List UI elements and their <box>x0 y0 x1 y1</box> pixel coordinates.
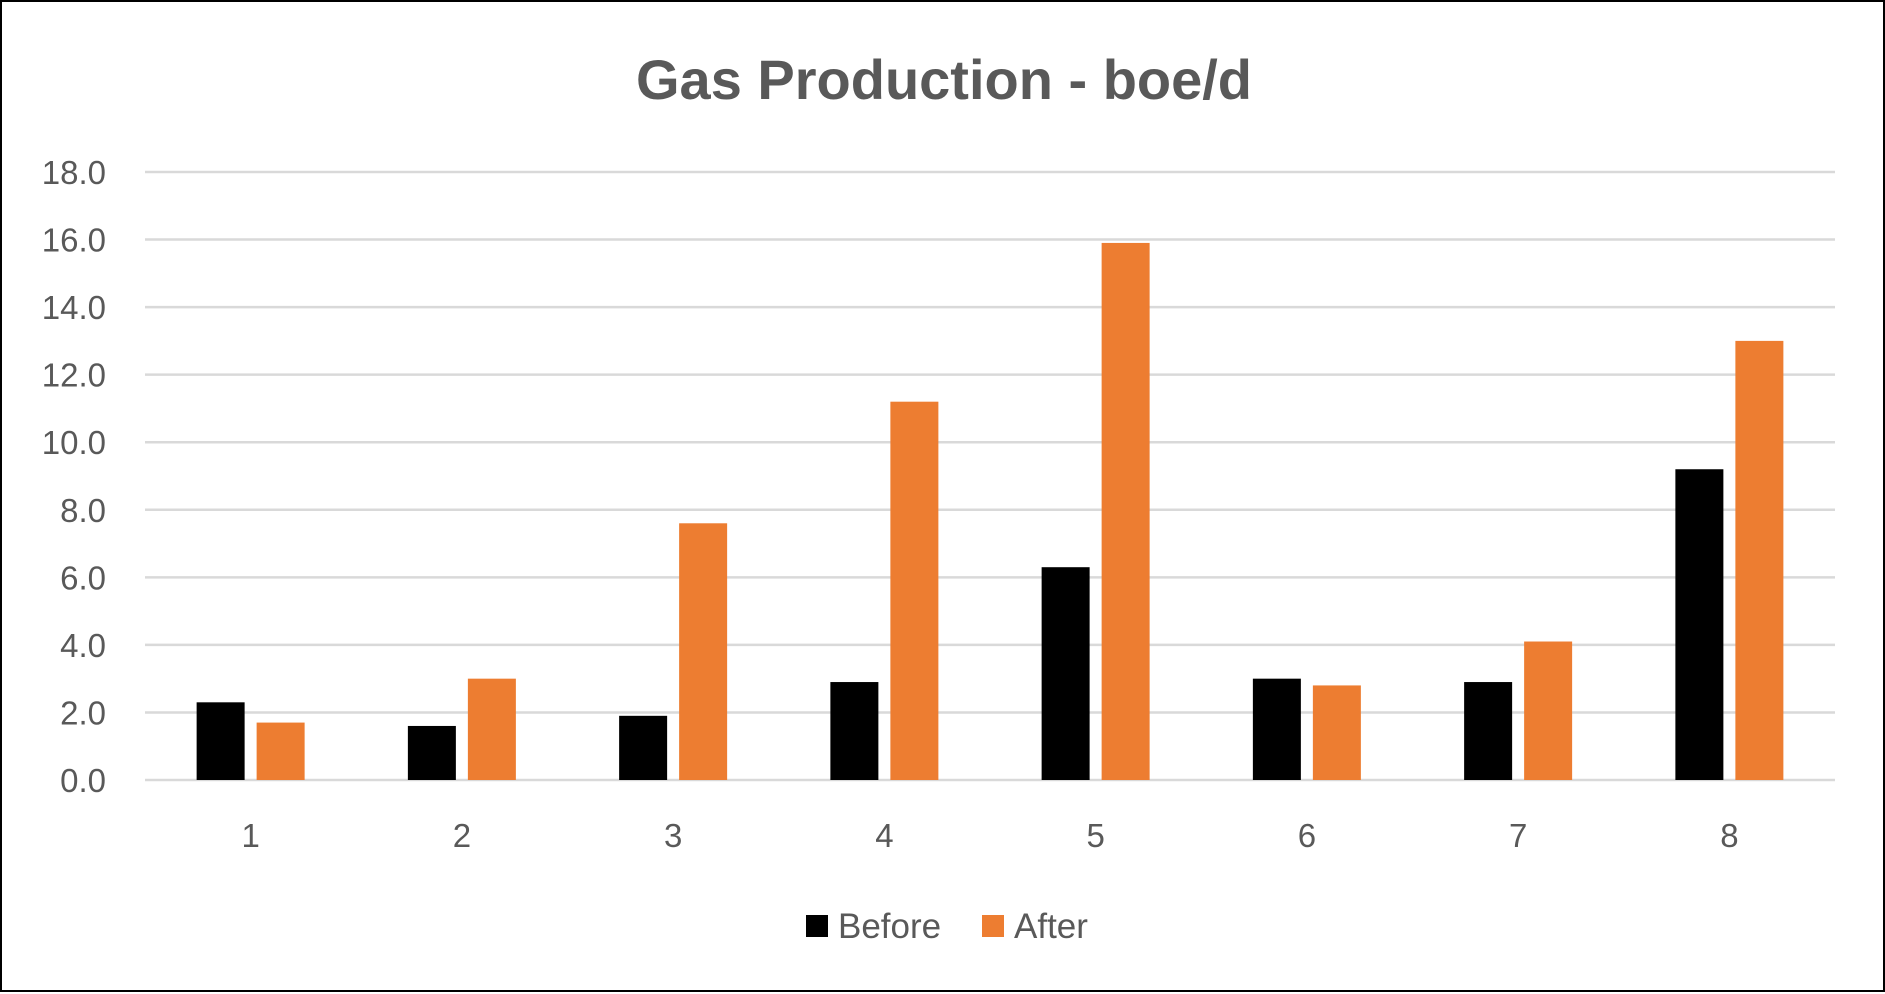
bar-after-4 <box>890 401 939 780</box>
bars <box>196 242 1784 780</box>
bar-before-4 <box>830 682 879 780</box>
legend-label-after: After <box>1014 907 1088 946</box>
y-tick-label: 12.0 <box>42 357 106 394</box>
legend-label-before: Before <box>838 907 941 946</box>
y-tick-label: 0.0 <box>60 762 106 799</box>
y-tick-label: 10.0 <box>42 424 106 461</box>
bar-after-8 <box>1735 340 1784 780</box>
y-tick-label: 16.0 <box>42 222 106 259</box>
x-tick-label: 5 <box>1086 817 1104 854</box>
y-tick-label: 14.0 <box>42 289 106 326</box>
bar-before-7 <box>1464 682 1513 780</box>
bar-before-5 <box>1041 567 1090 780</box>
x-tick-label: 2 <box>453 817 471 854</box>
bar-before-6 <box>1252 678 1301 780</box>
bar-after-3 <box>679 523 728 780</box>
bar-after-6 <box>1312 685 1361 780</box>
y-tick-label: 8.0 <box>60 492 106 529</box>
y-tick-label: 4.0 <box>60 627 106 664</box>
bar-after-1 <box>256 722 305 780</box>
y-tick-label: 6.0 <box>60 559 106 596</box>
bar-before-2 <box>407 725 456 780</box>
x-axis-category-labels: 1 2 3 4 5 6 7 8 <box>241 817 1738 854</box>
bar-after-5 <box>1101 242 1150 780</box>
bar-before-8 <box>1675 469 1724 780</box>
x-tick-label: 1 <box>241 817 259 854</box>
bar-before-3 <box>619 715 668 780</box>
x-tick-label: 4 <box>875 817 893 854</box>
legend-swatch-before <box>806 915 828 937</box>
y-tick-label: 2.0 <box>60 694 106 731</box>
x-tick-label: 3 <box>664 817 682 854</box>
legend-swatch-after <box>982 915 1004 937</box>
bar-after-7 <box>1524 641 1573 780</box>
gridlines <box>145 170 1835 782</box>
y-tick-label: 18.0 <box>42 154 106 191</box>
bar-before-1 <box>196 702 245 780</box>
chart-title: Gas Production - boe/d <box>636 48 1252 111</box>
x-tick-label: 6 <box>1298 817 1316 854</box>
y-axis-tick-labels: 0.0 2.0 4.0 6.0 8.0 10.0 12.0 14.0 16.0 18.0 <box>42 154 106 799</box>
bar-after-2 <box>467 678 516 780</box>
x-tick-label: 7 <box>1509 817 1527 854</box>
x-tick-label: 8 <box>1720 817 1738 854</box>
legend: Before After <box>806 907 1088 946</box>
